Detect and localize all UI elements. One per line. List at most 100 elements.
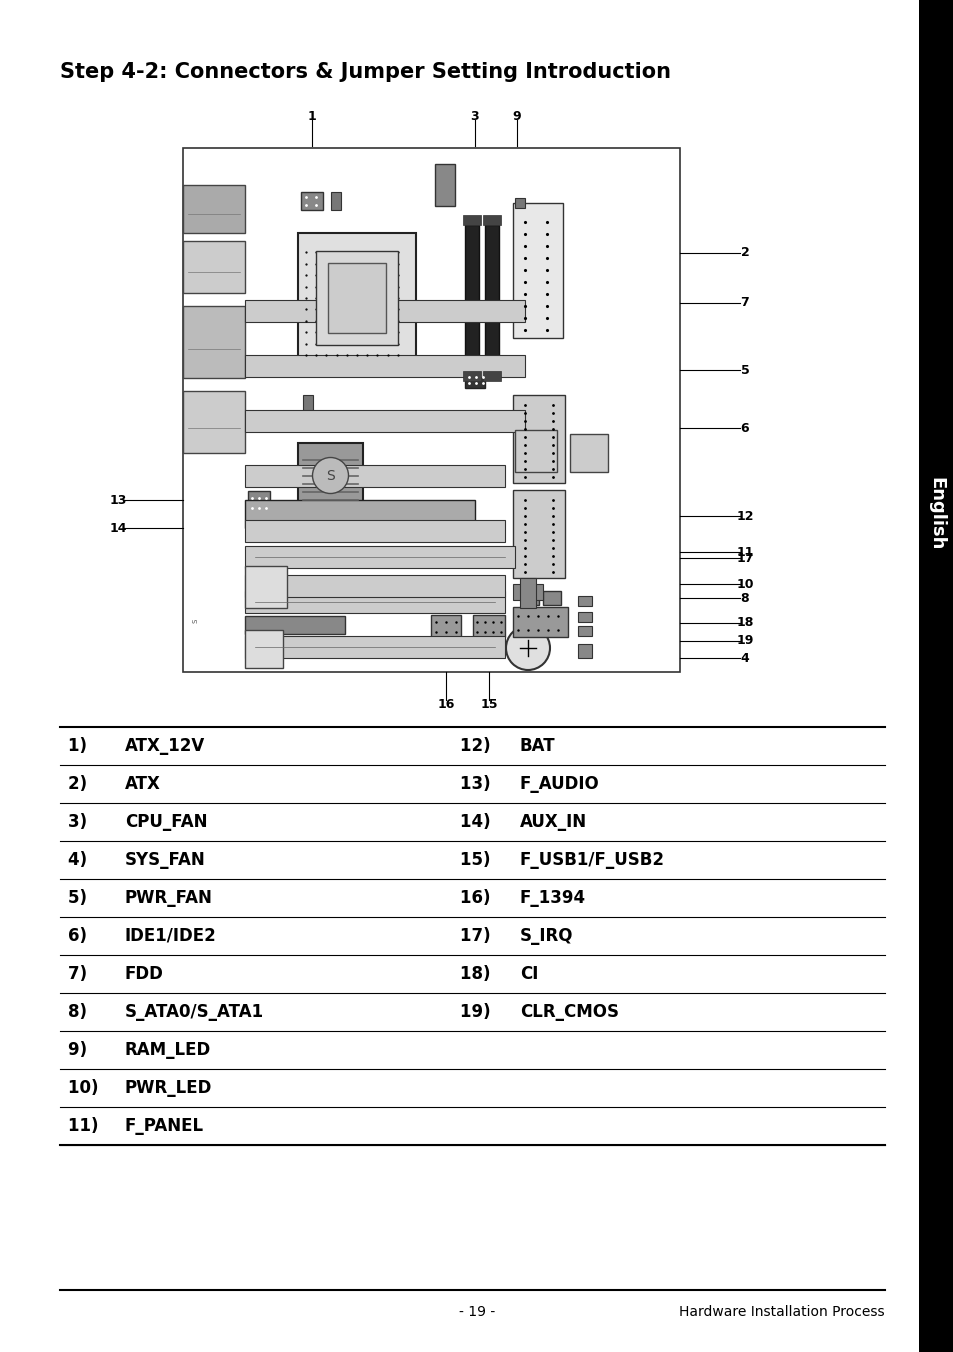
Bar bbox=[515, 197, 524, 208]
Text: 6): 6) bbox=[68, 927, 98, 945]
Bar bbox=[520, 591, 538, 604]
Bar bbox=[245, 500, 475, 529]
Text: 12): 12) bbox=[459, 737, 496, 754]
Bar bbox=[519, 579, 536, 608]
Text: 18): 18) bbox=[459, 965, 496, 983]
Bar bbox=[464, 372, 484, 388]
Text: 18: 18 bbox=[736, 617, 753, 630]
Text: CLR_CMOS: CLR_CMOS bbox=[519, 1003, 618, 1021]
Bar bbox=[245, 591, 504, 612]
Bar bbox=[918, 0, 953, 1352]
Bar bbox=[513, 203, 562, 338]
Bar bbox=[183, 306, 245, 379]
Bar bbox=[245, 566, 287, 608]
Text: 17: 17 bbox=[736, 552, 753, 565]
Text: - 19 -: - 19 - bbox=[458, 1305, 495, 1320]
Text: 10: 10 bbox=[736, 577, 753, 591]
Bar bbox=[297, 233, 416, 362]
Text: F_PANEL: F_PANEL bbox=[125, 1117, 204, 1134]
Bar bbox=[462, 215, 480, 224]
Text: 19): 19) bbox=[459, 1003, 496, 1021]
Text: 11: 11 bbox=[736, 545, 753, 558]
Text: ATX: ATX bbox=[125, 775, 161, 794]
Text: 16): 16) bbox=[459, 890, 496, 907]
Text: F_AUDIO: F_AUDIO bbox=[519, 775, 599, 794]
Text: S_ATA0/S_ATA1: S_ATA0/S_ATA1 bbox=[125, 1003, 264, 1021]
Text: CPU_FAN: CPU_FAN bbox=[125, 813, 208, 831]
Bar bbox=[482, 215, 500, 224]
Text: 11): 11) bbox=[68, 1117, 104, 1134]
Bar bbox=[183, 185, 245, 233]
Text: 8): 8) bbox=[68, 1003, 98, 1021]
Text: ATX_12V: ATX_12V bbox=[125, 737, 205, 754]
Bar bbox=[482, 370, 500, 381]
Text: 13: 13 bbox=[110, 493, 127, 507]
Text: AUX_IN: AUX_IN bbox=[519, 813, 586, 831]
Text: BAT: BAT bbox=[519, 737, 555, 754]
Bar bbox=[513, 584, 542, 600]
Bar bbox=[331, 192, 340, 210]
Bar bbox=[513, 607, 567, 637]
Text: PWR_LED: PWR_LED bbox=[125, 1079, 213, 1096]
Bar bbox=[245, 521, 504, 542]
Text: 5: 5 bbox=[740, 364, 749, 376]
Bar bbox=[245, 575, 504, 598]
Bar bbox=[569, 434, 607, 472]
Text: 2: 2 bbox=[740, 246, 749, 260]
Bar bbox=[183, 147, 679, 672]
Bar bbox=[245, 356, 524, 377]
Bar bbox=[431, 615, 460, 637]
Text: S_IRQ: S_IRQ bbox=[519, 927, 573, 945]
Bar bbox=[435, 164, 455, 206]
Text: Step 4-2: Connectors & Jumper Setting Introduction: Step 4-2: Connectors & Jumper Setting In… bbox=[60, 62, 670, 82]
Text: 1: 1 bbox=[307, 110, 316, 123]
Text: 9): 9) bbox=[68, 1041, 98, 1059]
Text: 7): 7) bbox=[68, 965, 98, 983]
Text: Hardware Installation Process: Hardware Installation Process bbox=[679, 1305, 884, 1320]
Bar bbox=[245, 465, 504, 487]
Bar bbox=[245, 617, 345, 634]
Text: 14: 14 bbox=[110, 522, 127, 534]
Bar bbox=[245, 546, 515, 568]
Bar bbox=[248, 526, 260, 538]
Text: 19: 19 bbox=[736, 634, 753, 648]
Text: 17): 17) bbox=[459, 927, 496, 945]
Text: 14): 14) bbox=[459, 813, 496, 831]
Bar bbox=[183, 391, 245, 453]
Text: 15: 15 bbox=[479, 698, 497, 711]
Bar bbox=[513, 395, 564, 483]
Text: FDD: FDD bbox=[125, 965, 164, 983]
Bar bbox=[245, 410, 524, 433]
Text: 3: 3 bbox=[470, 110, 478, 123]
Text: RAM_LED: RAM_LED bbox=[125, 1041, 211, 1059]
Bar bbox=[473, 615, 504, 637]
Text: 7: 7 bbox=[740, 296, 749, 310]
Text: CI: CI bbox=[519, 965, 537, 983]
Text: F_1394: F_1394 bbox=[519, 890, 585, 907]
Circle shape bbox=[313, 457, 348, 493]
Text: 1): 1) bbox=[68, 737, 98, 754]
Bar bbox=[513, 489, 564, 579]
Bar bbox=[578, 626, 592, 635]
Bar bbox=[515, 430, 557, 472]
Text: 16: 16 bbox=[436, 698, 455, 711]
Text: F_USB1/F_USB2: F_USB1/F_USB2 bbox=[519, 850, 664, 869]
Text: 8: 8 bbox=[740, 592, 748, 604]
Text: IDE1/IDE2: IDE1/IDE2 bbox=[125, 927, 216, 945]
Bar bbox=[578, 596, 592, 606]
Text: 2): 2) bbox=[68, 775, 98, 794]
Bar bbox=[248, 491, 270, 512]
Text: S: S bbox=[193, 619, 199, 623]
Text: 5): 5) bbox=[68, 890, 98, 907]
Text: English: English bbox=[926, 477, 944, 550]
Text: 4: 4 bbox=[740, 652, 749, 664]
Bar bbox=[297, 443, 363, 508]
Bar bbox=[303, 395, 313, 412]
Text: 15): 15) bbox=[459, 850, 496, 869]
Text: 6: 6 bbox=[740, 422, 748, 434]
Bar bbox=[245, 630, 283, 668]
Text: 4): 4) bbox=[68, 850, 98, 869]
Bar bbox=[578, 644, 592, 658]
Text: 9: 9 bbox=[512, 110, 520, 123]
Bar bbox=[328, 264, 386, 333]
